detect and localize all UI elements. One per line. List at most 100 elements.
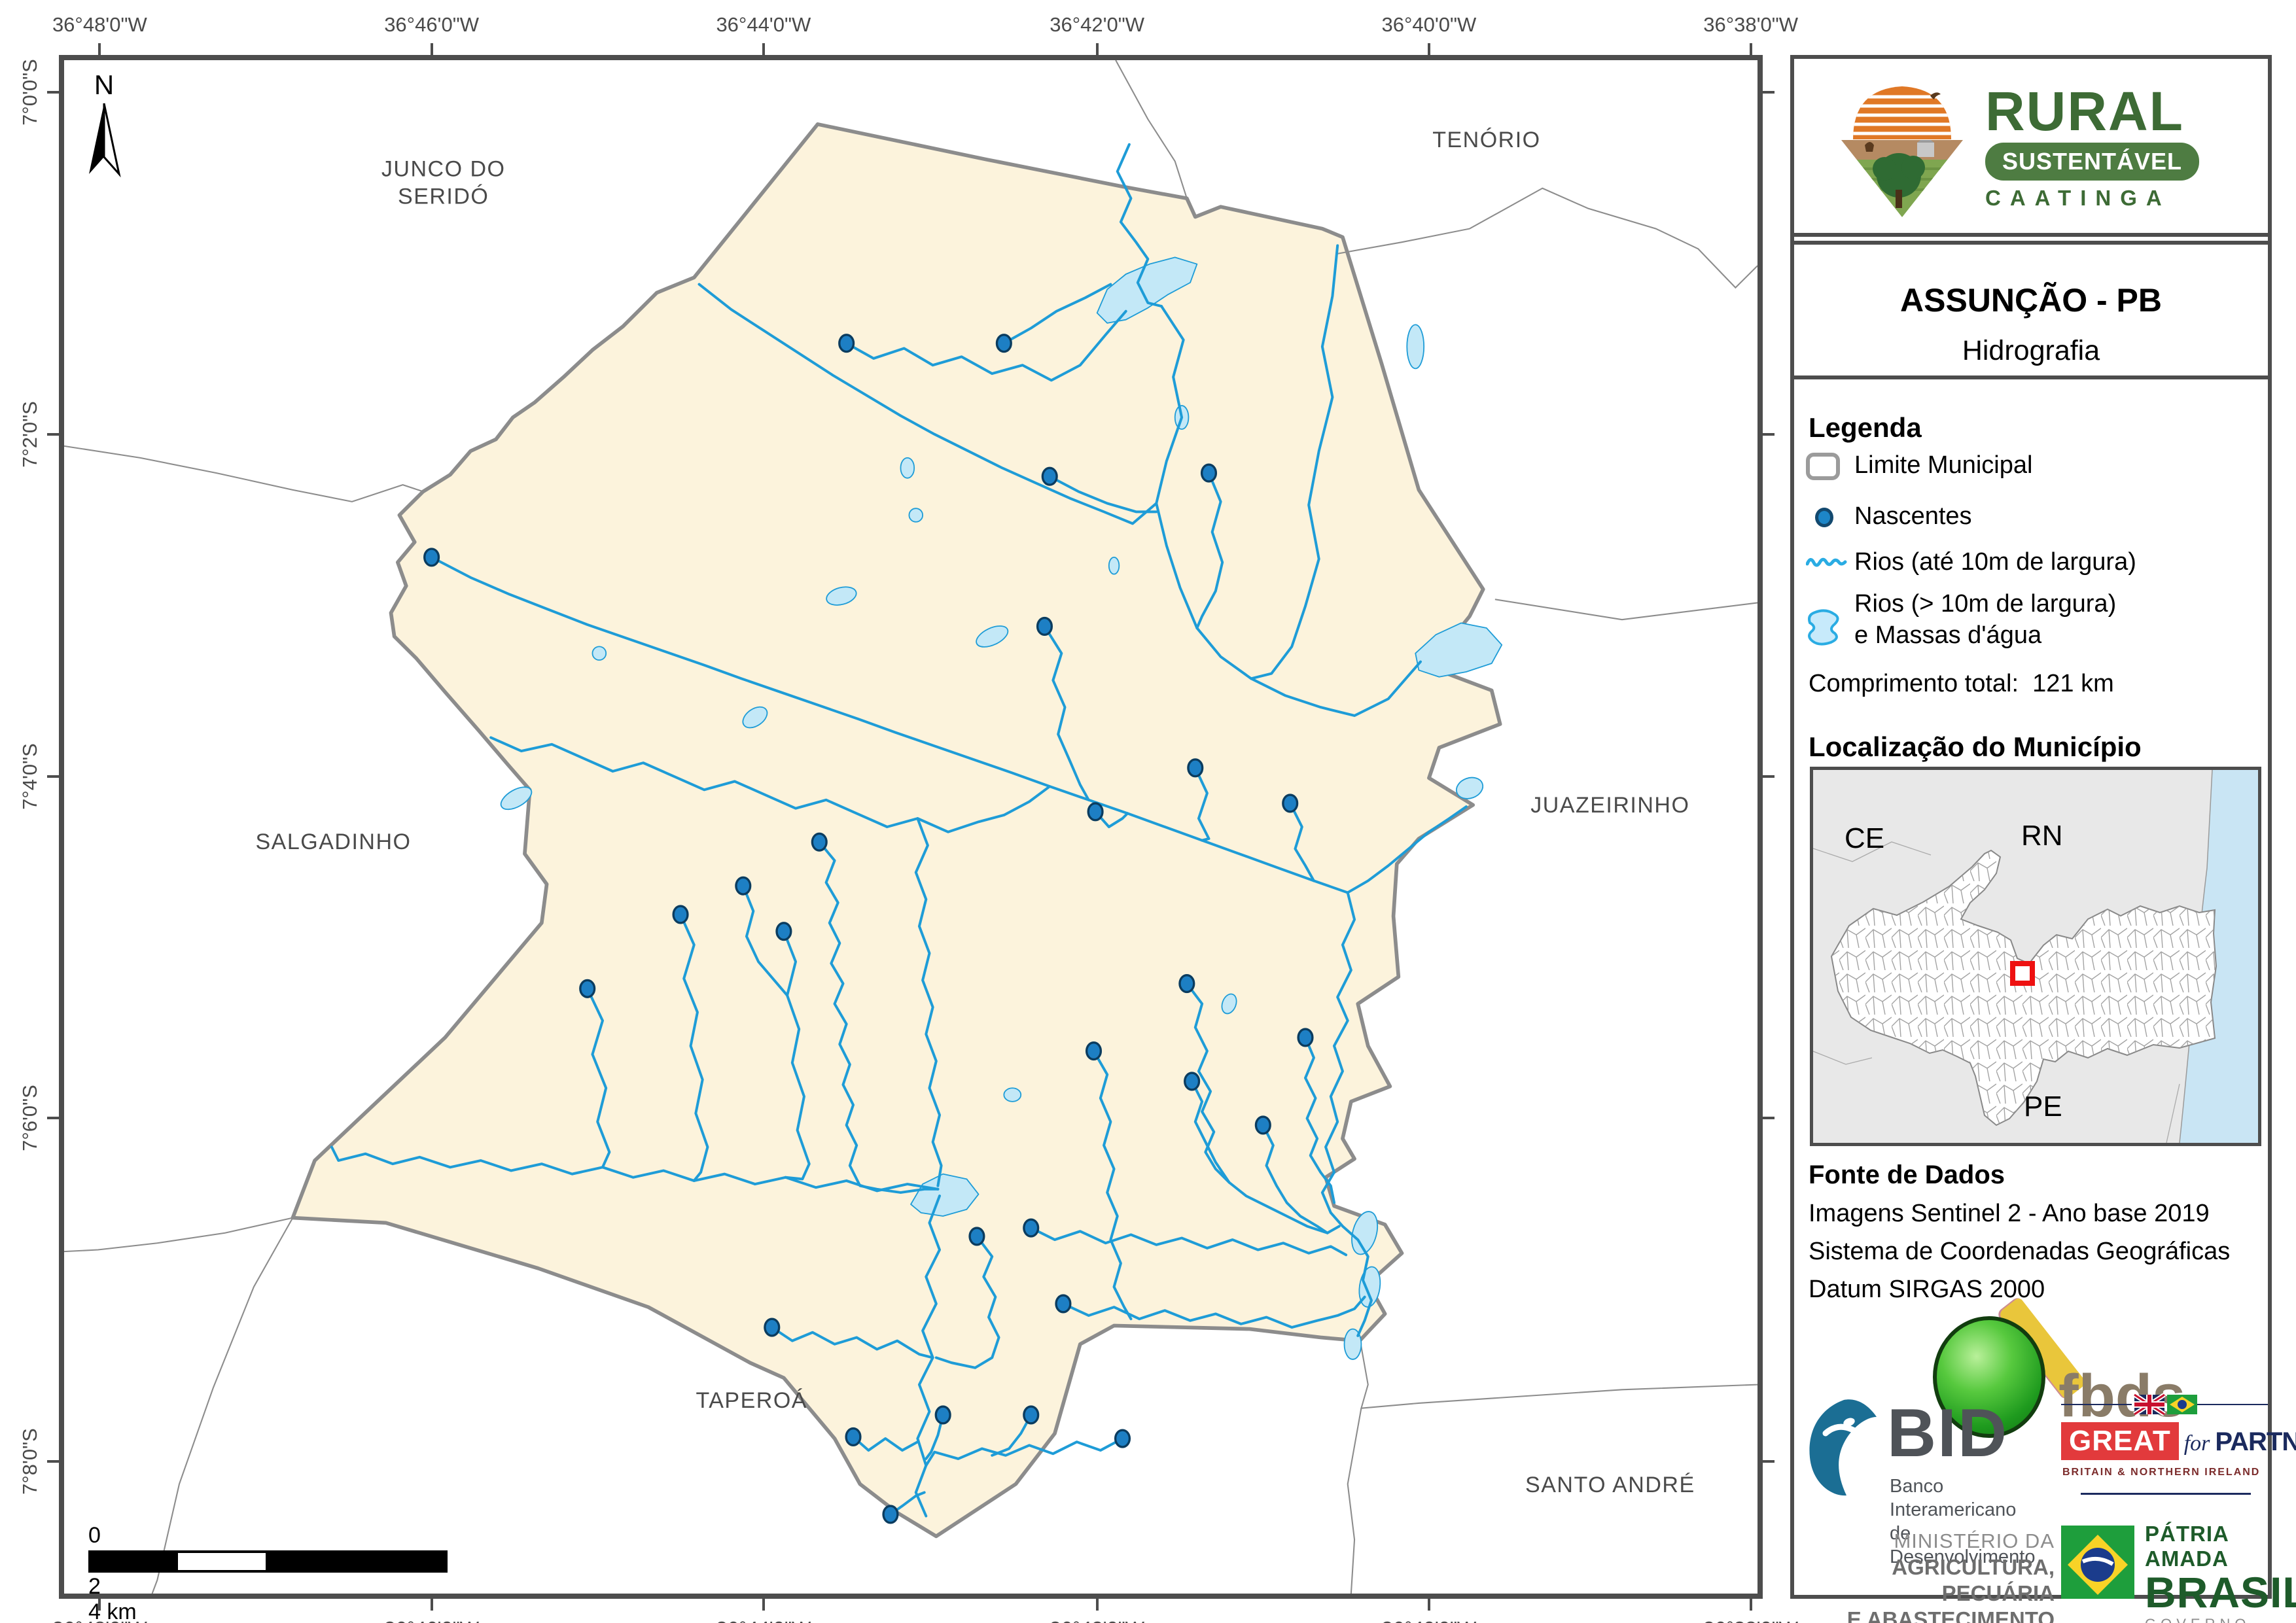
state-label-pe: PE (2024, 1091, 2062, 1123)
partnership-wordmark: PARTNERSHIP (2215, 1427, 2296, 1456)
sustentavel-wordmark: SUSTENTÁVEL (1985, 143, 2200, 181)
longitude-tick (430, 43, 433, 55)
water-body (900, 457, 915, 479)
scale-bar-label: 0 (88, 1523, 101, 1548)
water-body (1096, 256, 1198, 324)
river-line (991, 1413, 1033, 1457)
bid-wordmark: BID (1887, 1395, 2009, 1471)
longitude-tick (1095, 1599, 1099, 1611)
river-line (1303, 1036, 1336, 1204)
water-body (1415, 622, 1503, 678)
river-line (1061, 1295, 1366, 1329)
data-source-line: Datum SIRGAS 2000 (1809, 1276, 2045, 1303)
bid-logo: BID Banco Interamericano de Desenvolvime… (1806, 1395, 2055, 1567)
neighbor-boundary-line (64, 1217, 293, 1253)
river-line (914, 817, 943, 1187)
spring-dot (775, 922, 792, 941)
ministry-line: AGRICULTURA, PECUÁRIA (1892, 1555, 2055, 1605)
river-line (1048, 475, 1158, 514)
water-body (908, 508, 924, 523)
total-length-value: 121 km (2032, 670, 2114, 697)
latitude-tick (47, 1117, 59, 1120)
spring-dot (934, 1405, 951, 1425)
water-body (592, 646, 607, 661)
spring-dot (968, 1227, 985, 1246)
river-line (1190, 1079, 1231, 1184)
legend-label: Nascentes (1854, 502, 1972, 530)
longitude-tick (1427, 1599, 1430, 1611)
longitude-label: 36°44'0"W (716, 13, 811, 36)
spring-dot (838, 334, 855, 353)
great-caption: BRITAIN & NORTHERN IRELAND (2062, 1467, 2261, 1478)
scale-bar: 0124 km (88, 1523, 455, 1623)
bid-icon (1809, 1399, 1877, 1496)
ministry-logo: MINISTÉRIO DA AGRICULTURA, PECUÁRIA E AB… (1806, 1528, 2055, 1623)
longitude-label: 36°40'0"W (1382, 1617, 1477, 1623)
total-length: Comprimento total: 121 km (1809, 670, 2114, 698)
longitude-tick (1427, 43, 1430, 55)
latitude-tick (1763, 1460, 1775, 1463)
river-line (1288, 801, 1315, 882)
river-line (770, 1326, 934, 1359)
uk-brazil-flags-icon (2061, 1393, 2268, 1416)
latitude-tick (47, 775, 59, 778)
ministry-line: E ABASTECIMENTO (1846, 1607, 2055, 1623)
spring-dot (995, 334, 1012, 353)
rural-sustentavel-emblem-icon (1841, 86, 1963, 217)
water-body (1221, 993, 1237, 1015)
page-title: ASSUNÇÃO - PB (1899, 282, 2163, 319)
river-line (1094, 810, 1129, 828)
latitude-label: 7°4'0"S (18, 742, 41, 810)
north-label: N (94, 69, 115, 100)
river-line (1250, 244, 1339, 680)
hydrography-map (64, 60, 1757, 1594)
longitude-label: 36°48'0"W (52, 13, 147, 36)
latitude-tick (1763, 1117, 1775, 1120)
legend-label: Rios (> 10m de largura) (1854, 590, 2117, 618)
rural-sustentavel-logo: RURAL SUSTENTÁVEL CAATINGA (1822, 77, 2240, 221)
water-body-swatch-icon (1808, 609, 1839, 646)
legend-label: Rios (até 10m de largura) (1854, 548, 2136, 576)
patria-amada-brasil-logo: PÁTRIA AMADA BRASIL GOVERNO FEDERAL (2061, 1522, 2296, 1623)
location-heading: Localização do Município (1809, 731, 2142, 762)
river-line (1320, 891, 1373, 1337)
municipal-boundary-swatch (1806, 453, 1840, 480)
longitude-label: 36°40'0"W (1381, 13, 1477, 36)
river-line (1346, 805, 1468, 894)
latitude-label: 7°2'0"S (18, 401, 41, 468)
side-panel: RURAL SUSTENTÁVEL CAATINGA ASSUNÇÃO - PB… (1790, 55, 2296, 1623)
neighbor-label: SANTO ANDRÉ (1525, 1472, 1695, 1497)
latitude-label: 7°0'0"S (18, 59, 41, 126)
river-swatch-icon (1806, 557, 1847, 567)
data-source-line: Sistema de Coordenadas Geográficas (1809, 1238, 2231, 1265)
river-line (934, 1234, 1000, 1369)
locator-map-graphic (1812, 769, 2258, 1143)
spring-dot (1187, 758, 1204, 778)
latitude-tick (1763, 775, 1775, 778)
river-line (925, 1437, 1124, 1467)
neighbor-boundary-line (151, 1217, 294, 1594)
spring-dot (1178, 973, 1195, 994)
spring-dot (764, 1318, 781, 1337)
spring-dot (811, 832, 828, 852)
patria-line3: GOVERNO FEDERAL (2145, 1616, 2296, 1623)
river-line (698, 283, 1158, 525)
longitude-label: 36°42'0"W (1050, 13, 1145, 36)
neighbor-label: TENÓRIO (1432, 127, 1541, 152)
longitude-label: 36°42'0"W (1050, 1617, 1144, 1623)
spring-dot (1087, 802, 1104, 822)
spring-dot (1200, 463, 1218, 483)
spring-dot (1114, 1429, 1131, 1448)
neighbor-boundary-line (64, 445, 423, 502)
water-body (910, 1173, 980, 1217)
longitude-tick (1749, 1599, 1752, 1611)
bid-subtitle: Banco Interamericano de Desenvolvimento (1890, 1475, 2055, 1569)
caatinga-wordmark: CAATINGA (1985, 186, 2171, 210)
state-label-rn: RN (2021, 820, 2063, 852)
longitude-tick (98, 1599, 101, 1611)
longitude-tick (762, 1599, 765, 1611)
water-body (500, 786, 533, 811)
latitude-tick (1763, 91, 1775, 94)
title-box: ASSUNÇÃO - PB Hidrografia (1790, 241, 2272, 379)
patria-line2: BRASIL (2145, 1568, 2296, 1616)
